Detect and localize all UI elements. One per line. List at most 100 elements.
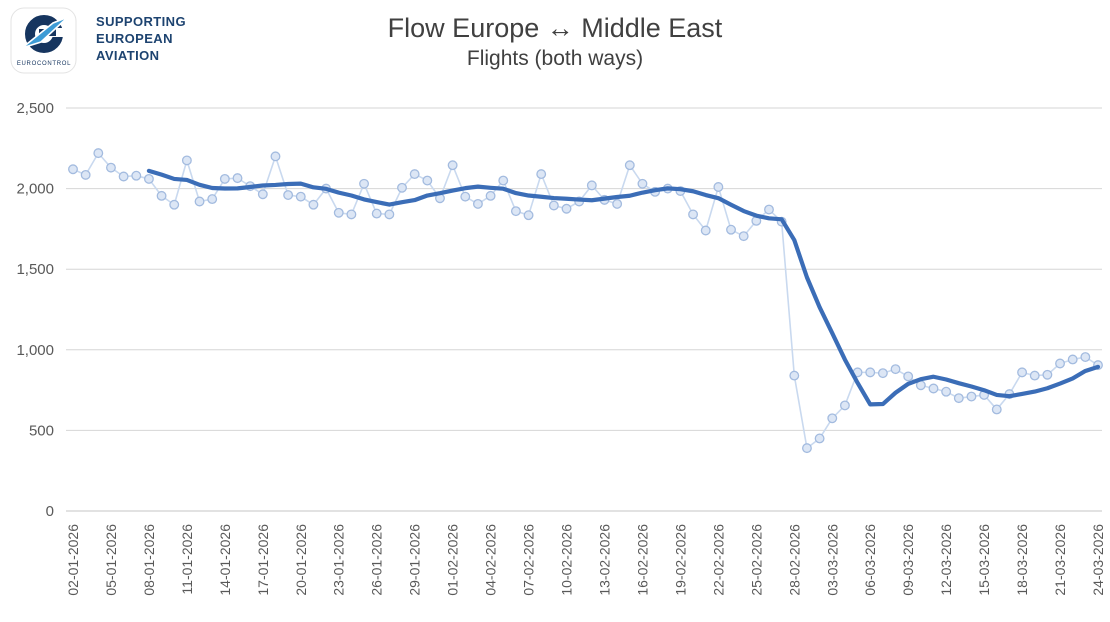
x-tick-label: 04-02-2026 — [483, 524, 499, 596]
y-tick-label: 2,500 — [16, 100, 54, 117]
data-point-marker — [637, 178, 648, 189]
data-point-marker — [106, 162, 116, 173]
data-point-marker — [156, 190, 167, 201]
logo-wordmark: EUROCONTROL — [17, 61, 71, 67]
y-axis-labels: 0 500 1,000 1,500 2,000 2,500 — [16, 100, 54, 520]
data-point-marker — [877, 368, 888, 379]
x-tick-label: 05-01-2026 — [103, 524, 119, 596]
data-point-marker — [561, 203, 572, 214]
data-point-marker — [1029, 370, 1040, 381]
data-point-marker — [548, 200, 559, 211]
x-tick-label: 21-03-2026 — [1052, 524, 1068, 596]
y-tick-label: 2,000 — [16, 181, 54, 198]
x-tick-label: 12-03-2026 — [938, 524, 954, 596]
data-point-marker — [80, 169, 91, 180]
x-tick-label: 19-02-2026 — [672, 524, 688, 596]
daily-flights-series — [68, 148, 1103, 454]
chart-title: Flow Europe ↔ Middle East — [387, 13, 723, 43]
data-point-marker — [523, 210, 534, 221]
y-tick-label: 500 — [29, 422, 54, 439]
data-point-marker — [991, 404, 1002, 415]
data-point-marker — [68, 164, 78, 175]
data-point-marker — [624, 160, 635, 171]
title-block: Flow Europe ↔ Middle East Flights (both … — [0, 12, 1110, 72]
data-point-marker — [586, 180, 597, 191]
x-tick-label: 10-02-2026 — [559, 524, 575, 596]
data-point-marker — [839, 400, 850, 411]
x-tick-label: 24-03-2026 — [1090, 524, 1106, 596]
data-point-marker — [966, 391, 977, 402]
data-point-marker — [447, 160, 458, 171]
x-tick-label: 11-01-2026 — [179, 524, 195, 595]
data-point-marker — [485, 190, 496, 201]
data-point-marker — [207, 194, 218, 205]
chart-subtitle: Flights (both ways) — [466, 47, 644, 70]
data-point-marker — [941, 386, 952, 397]
data-point-marker — [612, 198, 623, 209]
data-point-marker — [346, 209, 357, 220]
data-point-marker — [118, 171, 129, 182]
airplane-swoosh-icon — [21, 16, 69, 49]
data-point-marker — [1055, 358, 1065, 369]
data-point-marker — [308, 199, 319, 210]
data-point-marker — [257, 189, 268, 200]
data-point-marker — [295, 191, 306, 202]
data-point-marker — [789, 370, 800, 381]
moving-average-line — [146, 168, 1101, 407]
data-point-marker — [359, 178, 369, 189]
data-point-marker — [510, 206, 521, 217]
data-point-marker — [726, 224, 736, 235]
x-tick-label: 17-01-2026 — [255, 524, 271, 596]
data-point-marker — [270, 151, 281, 162]
x-tick-label: 01-02-2026 — [445, 524, 461, 596]
data-point-marker — [1042, 369, 1053, 380]
x-tick-label: 03-03-2026 — [824, 524, 840, 596]
daily-flights-line — [72, 152, 1099, 449]
x-tick-label: 02-01-2026 — [65, 524, 81, 596]
x-tick-label: 26-01-2026 — [369, 524, 385, 596]
x-tick-label: 23-01-2026 — [331, 524, 347, 596]
data-point-marker — [903, 371, 914, 382]
y-tick-label: 0 — [46, 503, 54, 520]
data-point-marker — [333, 207, 344, 218]
data-point-marker — [1080, 352, 1091, 363]
x-tick-label: 14-01-2026 — [217, 524, 233, 596]
x-tick-label: 08-01-2026 — [141, 524, 157, 596]
data-point-marker — [409, 169, 420, 180]
data-point-marker — [1017, 367, 1028, 378]
data-point-marker — [219, 173, 230, 184]
eurocontrol-logo: EUROCONTROL — [10, 7, 77, 74]
data-point-marker — [232, 173, 243, 184]
x-tick-label: 06-03-2026 — [862, 524, 878, 596]
x-tick-label: 13-02-2026 — [596, 524, 612, 596]
data-point-marker — [700, 225, 711, 236]
y-tick-label: 1,000 — [16, 342, 54, 359]
x-tick-label: 07-02-2026 — [521, 524, 537, 596]
data-point-marker — [890, 364, 901, 375]
data-point-marker — [814, 433, 825, 444]
gridlines — [66, 107, 1102, 512]
data-point-marker — [713, 182, 724, 192]
x-tick-label: 25-02-2026 — [748, 524, 764, 596]
data-point-marker — [371, 208, 382, 219]
data-point-marker — [181, 155, 192, 166]
data-point-marker — [143, 173, 154, 184]
x-tick-label: 28-02-2026 — [786, 524, 802, 596]
data-point-marker — [194, 196, 205, 207]
x-tick-label: 09-03-2026 — [900, 524, 916, 596]
x-tick-label: 18-03-2026 — [1014, 524, 1030, 596]
data-point-marker — [802, 443, 812, 454]
data-point-marker — [169, 199, 180, 210]
data-point-marker — [131, 170, 142, 181]
data-point-marker — [764, 204, 774, 215]
data-point-marker — [460, 191, 471, 202]
data-point-marker — [953, 393, 964, 404]
x-tick-label: 15-03-2026 — [976, 524, 992, 596]
data-point-marker — [928, 383, 939, 394]
data-point-marker — [865, 367, 876, 378]
supporting-european-aviation-tagline: SUPPORTING EUROPEAN AVIATION — [96, 14, 186, 63]
x-tick-label: 20-01-2026 — [293, 524, 309, 596]
y-tick-label: 1,500 — [16, 261, 54, 278]
